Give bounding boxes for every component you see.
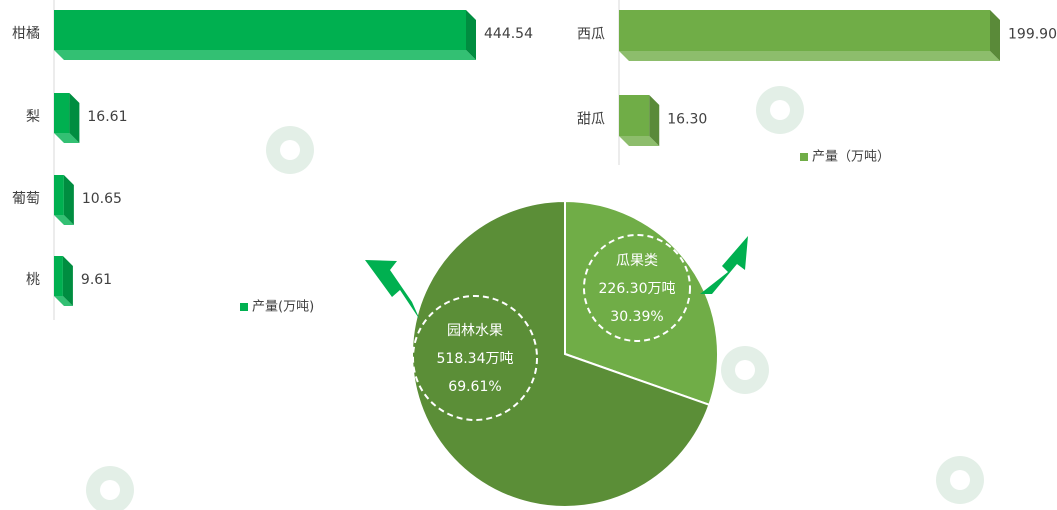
bar-甜瓜	[619, 95, 650, 136]
category-label-甜瓜: 甜瓜	[577, 112, 605, 128]
bar-bottom-face-西瓜	[619, 51, 1000, 61]
data-label-柑橘: 444.54	[484, 26, 533, 42]
pie-label-ring-园林水果	[412, 295, 538, 421]
data-label-西瓜: 199.90	[1008, 27, 1057, 43]
pie-label-percent-园林水果: 69.61%	[448, 379, 501, 395]
bar-side-face-梨	[69, 93, 80, 143]
pie-label-value-瓜果类: 226.30万吨	[599, 281, 676, 297]
pie-label-percent-瓜果类: 30.39%	[610, 309, 663, 325]
category-label-西瓜: 西瓜	[577, 27, 605, 43]
bar-bottom-face-桃	[54, 296, 73, 306]
pie-slice-园林水果	[411, 199, 711, 508]
pie-label-name-瓜果类: 瓜果类	[616, 253, 658, 269]
bar-side-face-桃	[62, 256, 73, 306]
bar-side-face-西瓜	[990, 10, 1000, 61]
bar-bottom-face-柑橘	[54, 50, 476, 60]
bar-桃	[54, 256, 63, 296]
bar-bottom-face-甜瓜	[619, 136, 660, 146]
watermark-logo-hole-0	[280, 140, 300, 160]
data-label-梨: 16.61	[87, 109, 127, 125]
watermark-logo-hole-1	[770, 100, 790, 120]
data-label-葡萄: 10.65	[82, 191, 122, 207]
legend-label-0: 产量(万吨)	[252, 300, 314, 315]
bar-bottom-face-梨	[54, 133, 80, 143]
pie-slice-瓜果类	[564, 199, 719, 407]
category-label-桃: 桃	[26, 272, 40, 288]
pie-label-ring-瓜果类	[583, 234, 691, 342]
watermark-logo-hole-3	[735, 360, 755, 380]
legend-swatch-0	[240, 303, 248, 311]
bar-西瓜	[619, 10, 990, 51]
bar-梨	[54, 93, 70, 133]
watermark-logo-hole-2	[100, 480, 120, 500]
data-label-甜瓜: 16.30	[667, 112, 707, 128]
bar-葡萄	[54, 175, 64, 215]
data-label-桃: 9.61	[81, 272, 112, 288]
bar-side-face-葡萄	[63, 175, 74, 225]
legend-label-1: 产量（万吨）	[812, 150, 890, 165]
watermark-logo-hole-4	[950, 470, 970, 490]
category-label-葡萄: 葡萄	[12, 191, 40, 207]
arrow-to-orchard-fruit-chart	[365, 260, 420, 320]
pie-label-name-园林水果: 园林水果	[447, 323, 503, 339]
category-label-柑橘: 柑橘	[12, 26, 40, 42]
bar-bottom-face-葡萄	[54, 215, 74, 225]
category-label-梨: 梨	[26, 109, 40, 125]
bar-side-face-甜瓜	[649, 95, 660, 146]
pie-label-value-园林水果: 518.34万吨	[437, 351, 514, 367]
bar-柑橘	[54, 10, 466, 50]
arrow-to-melon-chart	[700, 236, 748, 294]
bar-side-face-柑橘	[466, 10, 476, 60]
legend-swatch-1	[800, 153, 808, 161]
